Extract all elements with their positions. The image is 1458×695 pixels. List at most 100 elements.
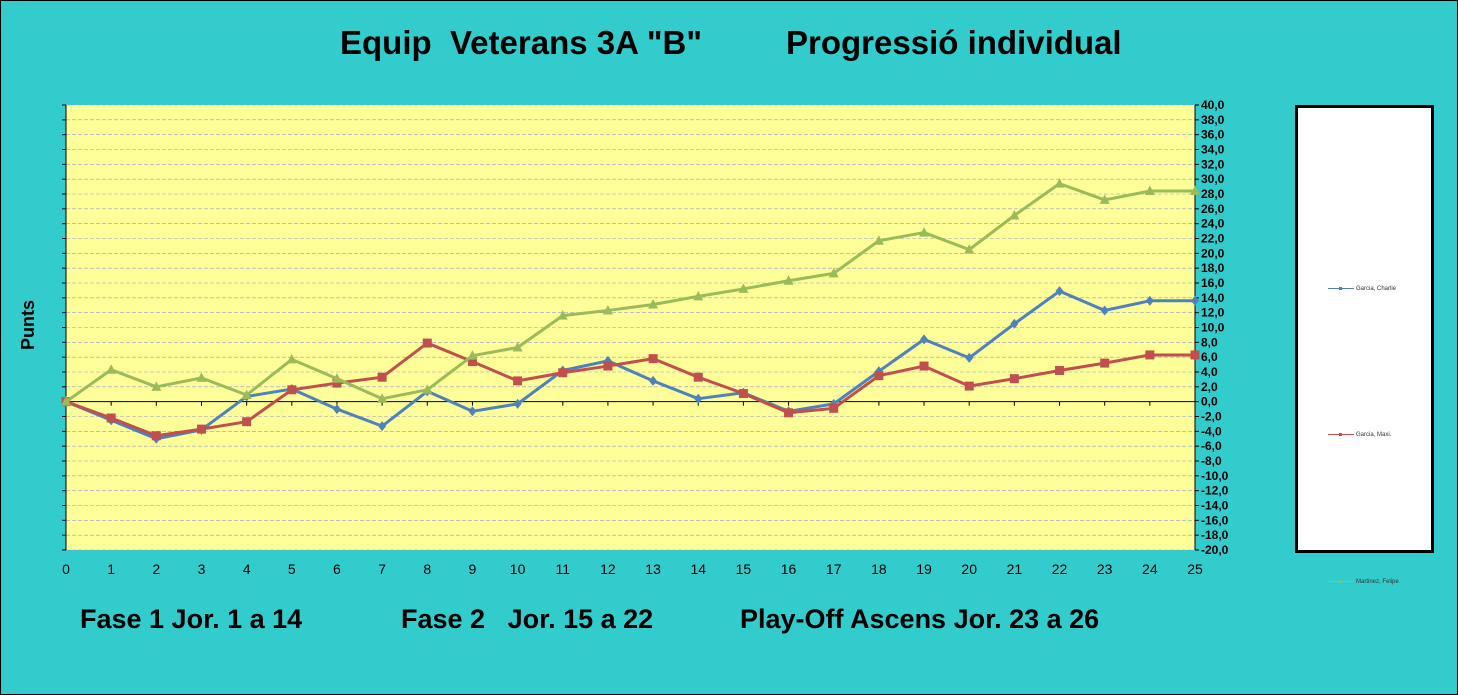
y-tick-label: 32,0 — [1201, 157, 1225, 171]
y-tick-label: 24,0 — [1201, 217, 1225, 231]
data-point — [332, 404, 341, 415]
x-tick-label: 23 — [1097, 561, 1113, 577]
x-tick-label: 24 — [1142, 561, 1158, 577]
data-point — [512, 342, 523, 352]
x-tick-label: 19 — [916, 561, 932, 577]
data-point — [557, 310, 568, 320]
y-tick-label: -16,0 — [1201, 513, 1229, 527]
y-tick-label: -12,0 — [1201, 484, 1229, 498]
left-axis — [62, 104, 67, 551]
right-axis: 40,038,036,034,032,030,028,026,024,022,0… — [1194, 98, 1229, 557]
data-point — [378, 421, 387, 432]
y-tick-label: 16,0 — [1201, 276, 1225, 290]
data-point — [151, 381, 162, 391]
data-point — [1190, 350, 1200, 360]
y-tick-label: -2,0 — [1201, 410, 1222, 424]
x-tick-label: 1 — [107, 561, 115, 577]
y-tick-label: 14,0 — [1201, 291, 1225, 305]
series-line — [65, 182, 1195, 403]
y-tick-label: -4,0 — [1201, 424, 1222, 438]
y-tick-label: -18,0 — [1201, 528, 1229, 542]
data-point — [422, 384, 433, 394]
x-tick-label: 13 — [645, 561, 661, 577]
data-point — [920, 334, 929, 345]
data-point — [331, 373, 342, 383]
x-tick-label: 10 — [510, 561, 526, 577]
x-tick-label: 0 — [62, 561, 70, 577]
data-point — [196, 372, 207, 382]
data-point — [558, 368, 568, 378]
data-point — [648, 299, 659, 309]
data-point — [513, 398, 522, 409]
data-point — [106, 413, 116, 423]
data-point — [1055, 366, 1065, 376]
data-point — [241, 389, 252, 399]
x-tick-label: 2 — [152, 561, 160, 577]
legend-label-1: Garcia, Maxi. — [1356, 432, 1392, 438]
data-point — [468, 406, 477, 417]
data-point — [377, 393, 388, 403]
y-tick-label: 18,0 — [1201, 261, 1225, 275]
data-point — [694, 393, 703, 404]
chart-title: Equip Veterans 3A "B" — [340, 24, 703, 61]
data-point — [467, 357, 477, 367]
phase-3-label: Play-Off Ascens Jor. 23 a 26 — [740, 604, 1100, 634]
data-point — [738, 389, 748, 399]
series-1 — [61, 338, 1200, 441]
data-point — [1144, 185, 1155, 196]
data-point — [828, 267, 839, 278]
legend-item-1: Garcia, Maxi. — [1328, 430, 1391, 440]
series-2 — [61, 178, 1200, 406]
x-tick-label: 4 — [243, 561, 251, 577]
data-point — [874, 371, 884, 381]
data-point — [919, 227, 930, 237]
data-point — [1100, 358, 1110, 368]
data-point — [1009, 374, 1019, 384]
x-tick-label: 25 — [1187, 561, 1203, 577]
y-tick-label: 10,0 — [1201, 321, 1225, 335]
data-point — [693, 372, 703, 382]
data-point — [1145, 350, 1155, 360]
x-tick-label: 9 — [469, 561, 477, 577]
data-point — [965, 352, 974, 363]
data-point — [287, 385, 297, 395]
data-point — [1009, 210, 1020, 220]
x-tick-label: 11 — [555, 561, 570, 577]
y-tick-label: 28,0 — [1201, 187, 1225, 201]
x-tick-label: 21 — [1007, 561, 1023, 577]
x-tick-label: 5 — [288, 561, 296, 577]
legend: Garcia, Charlie Garcia, Maxi. Martinez, … — [1295, 105, 1434, 585]
x-tick-label: 8 — [423, 561, 431, 577]
x-tick-label: 7 — [378, 561, 386, 577]
x-tick-label: 16 — [781, 561, 797, 577]
data-point — [1100, 305, 1109, 316]
data-point — [61, 396, 71, 406]
data-point — [377, 372, 387, 382]
data-point — [1099, 194, 1110, 204]
data-point — [1054, 178, 1065, 188]
x-tick-label: 17 — [826, 561, 842, 577]
data-point — [648, 354, 658, 364]
legend-item-0: Garcia, Charlie — [1328, 284, 1396, 294]
legend-item-2: Martinez, Felipe — [1328, 577, 1399, 587]
y-tick-label: 8,0 — [1201, 335, 1218, 349]
data-point — [602, 304, 613, 315]
x-tick-label: 14 — [690, 561, 706, 577]
data-point — [1190, 185, 1200, 196]
data-point — [151, 431, 161, 441]
x-axis: 0 1 2 3 4 5 6 7 8 9 10 11 12 13 14 15 16 17 18 19 20 21 22 23 24… — [62, 401, 1203, 577]
data-point — [738, 283, 749, 293]
y-tick-label: 26,0 — [1201, 202, 1225, 216]
x-tick-label: 12 — [600, 561, 616, 577]
x-tick-label: 18 — [871, 561, 887, 577]
legend-label-2: Martinez, Felipe — [1356, 579, 1399, 585]
data-point — [919, 361, 929, 371]
data-point — [332, 378, 342, 388]
series-layer — [61, 178, 1200, 444]
data-point — [783, 275, 794, 285]
data-point — [513, 376, 523, 386]
data-point — [693, 290, 704, 301]
data-point — [603, 361, 613, 371]
data-point — [1055, 286, 1064, 297]
